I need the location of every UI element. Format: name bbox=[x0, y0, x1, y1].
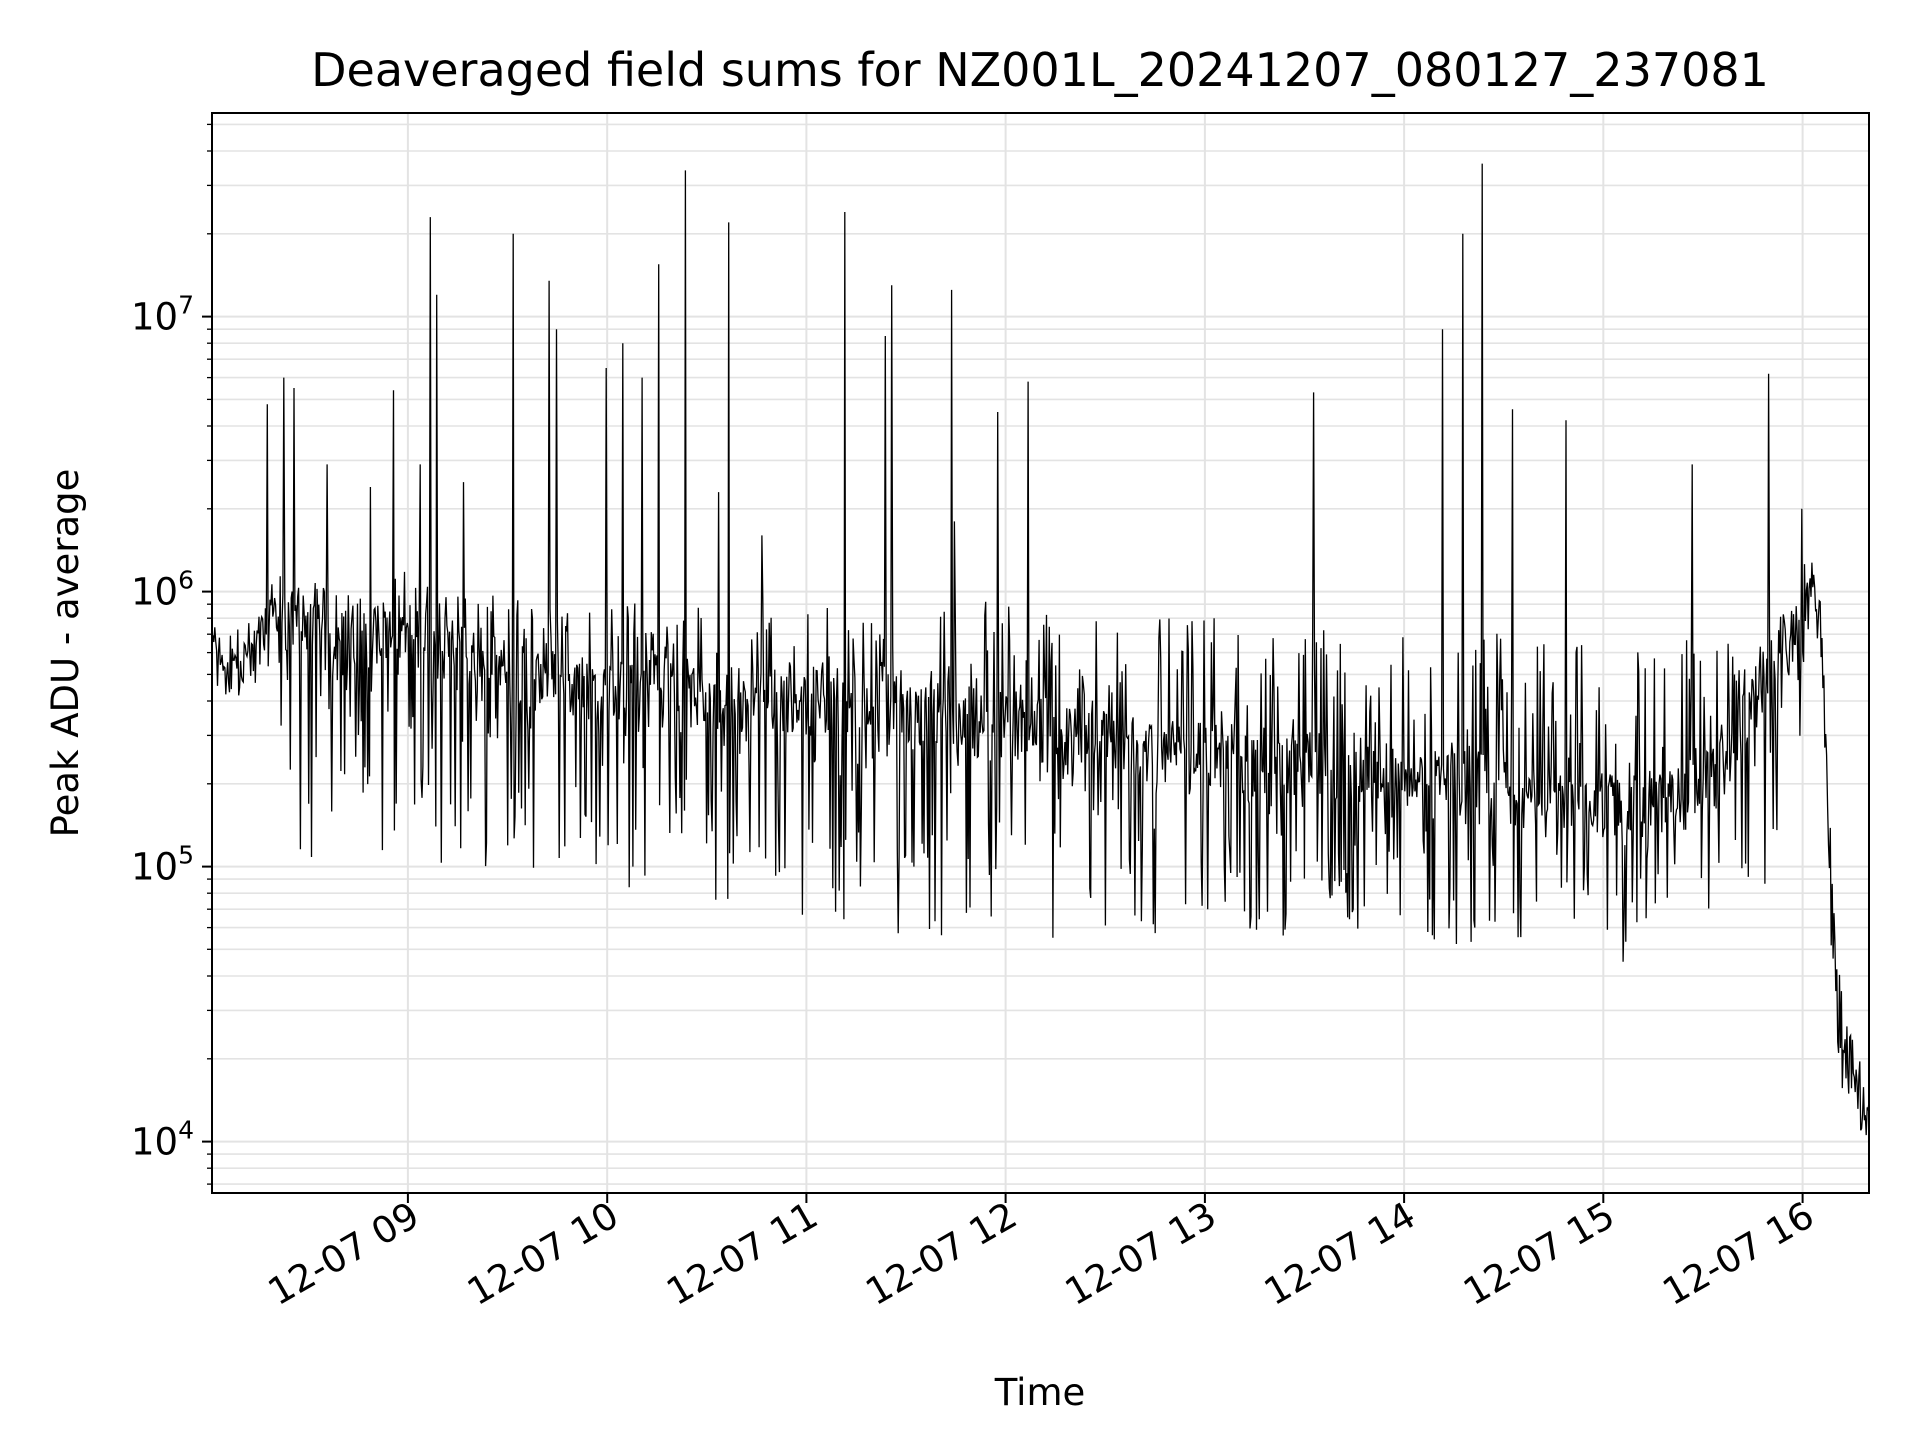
series-group bbox=[211, 163, 1870, 1136]
y-tick-label: 107 bbox=[131, 291, 194, 339]
series-line bbox=[211, 163, 1870, 1136]
y-tick-label: 104 bbox=[131, 1116, 194, 1164]
y-axis: 104 105 106 107 bbox=[131, 123, 212, 1185]
chart-title: Deaveraged field sums for NZ001L_2024120… bbox=[311, 43, 1769, 97]
grid bbox=[212, 113, 1869, 1193]
y-tick-label: 106 bbox=[131, 566, 194, 614]
x-axis-label: Time bbox=[994, 1371, 1086, 1414]
y-axis-label: Peak ADU - average bbox=[44, 469, 87, 838]
y-tick-label: 105 bbox=[131, 841, 194, 889]
